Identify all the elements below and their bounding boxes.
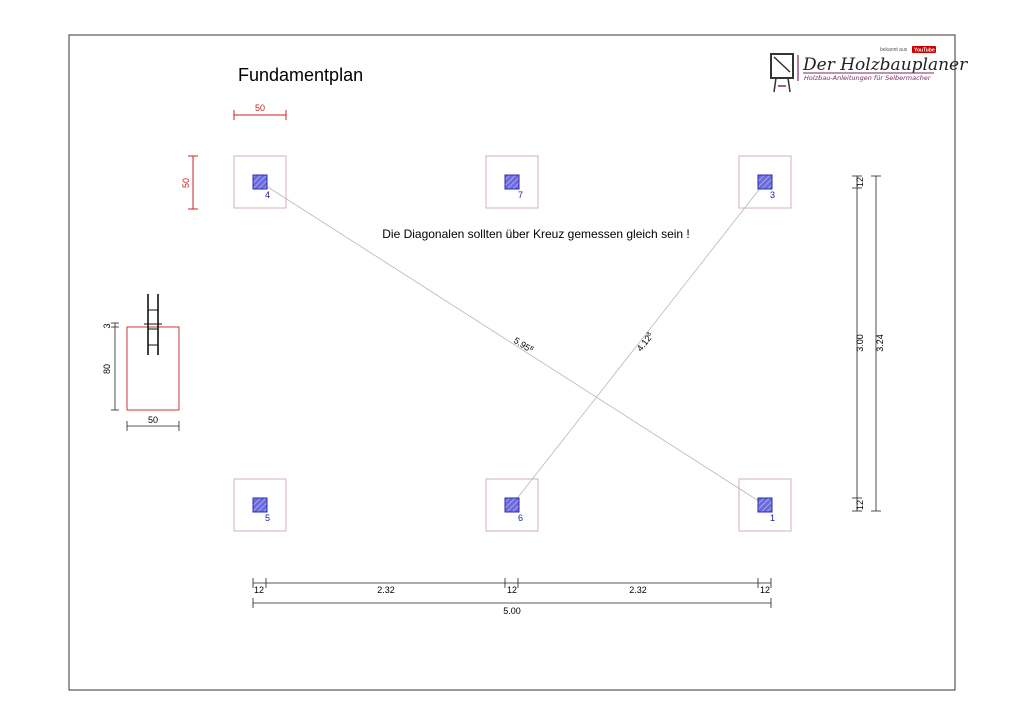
post-hatch	[757, 497, 773, 513]
footing-outline	[233, 478, 287, 532]
bottom-last-value: 12	[760, 585, 770, 595]
diagonal-long	[259, 181, 766, 506]
footing-outline	[485, 478, 539, 532]
diagonal-long-label: 5.958	[512, 335, 536, 355]
foundation-number: 5	[265, 513, 270, 523]
foundation-4: 4	[233, 155, 287, 209]
footing-depth-value: 50	[181, 178, 191, 188]
bottom-total-dimension: 5.00	[252, 598, 772, 616]
right-inner-top-value: 12	[855, 177, 865, 187]
foundation-6: 6	[485, 478, 539, 532]
bottom-span-2-value: 2.32	[629, 585, 647, 595]
foundation-number: 6	[518, 513, 523, 523]
right-inner-bottom-value: 12	[855, 500, 865, 510]
foundation-number: 4	[265, 190, 270, 200]
logo-drawing-board-icon	[770, 53, 794, 93]
right-total-dimension: 3.24	[871, 175, 885, 512]
bottom-dimension-chain: 12 2.32 12 2.32 12	[252, 578, 772, 595]
right-dimension-chain: 12 3.00 12	[852, 175, 865, 512]
foundation-number: 3	[770, 190, 775, 200]
bottom-mid-value: 12	[507, 585, 517, 595]
footing-outline	[485, 155, 539, 209]
youtube-label: YouTube	[914, 48, 935, 54]
foundation-5: 5	[233, 478, 287, 532]
holzbauplaner-logo: Der Holzbauplaner Holzbau-Anleitungen fü…	[770, 46, 968, 93]
logo-known-from: bekannt aus	[880, 47, 908, 53]
footing-width-dimension: 50	[233, 103, 287, 120]
right-middle-value: 3.00	[855, 334, 865, 352]
logo-tagline: Holzbau-Anleitungen für Selbermacher	[804, 74, 932, 82]
foundation-section-detail: 3 80 50	[102, 294, 180, 431]
diagonal-short-label: 4.128	[635, 330, 656, 353]
footing-outline	[233, 155, 287, 209]
foundation-7: 7	[485, 155, 539, 209]
right-total-value: 3.24	[875, 334, 885, 352]
bottom-first-value: 12	[254, 585, 264, 595]
foundation-3: 3	[738, 155, 792, 209]
post-hatch	[504, 497, 520, 513]
section-cover-value: 3	[102, 323, 112, 328]
footing-width-value: 50	[255, 103, 265, 113]
drawing-frame	[68, 34, 956, 691]
foundation-number: 1	[770, 513, 775, 523]
diagonal-short	[511, 181, 766, 506]
footing-depth-dimension: 50	[181, 155, 198, 210]
page-title: Fundamentplan	[238, 65, 363, 85]
logo-name: Der Holzbauplaner	[802, 55, 968, 75]
section-width-value: 50	[148, 415, 158, 425]
diagonal-note: Die Diagonalen sollten über Kreuz gemess…	[382, 227, 690, 241]
footing-outline	[738, 155, 792, 209]
post-hatch	[252, 497, 268, 513]
bottom-span-1-value: 2.32	[377, 585, 395, 595]
footing-outline	[738, 478, 792, 532]
foundation-number: 7	[518, 190, 523, 200]
bottom-total-value: 5.00	[503, 606, 521, 616]
foundation-1: 1	[738, 478, 792, 532]
section-height-value: 80	[102, 364, 112, 374]
post-hatch	[504, 174, 520, 190]
youtube-badge	[912, 46, 936, 53]
post-hatch	[757, 174, 773, 190]
section-footing-outline	[126, 326, 180, 411]
post-hatch	[252, 174, 268, 190]
